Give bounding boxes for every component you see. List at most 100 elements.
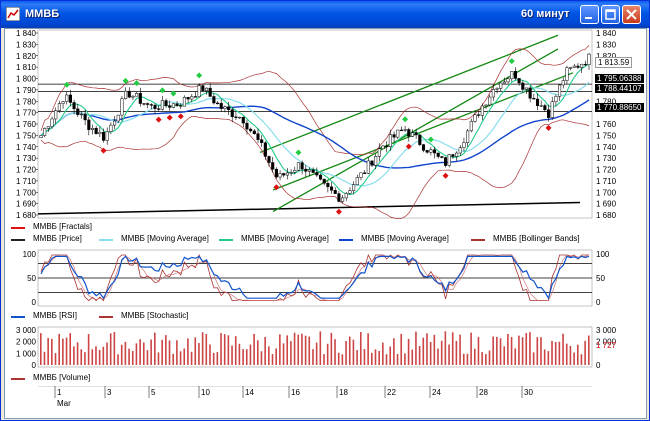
candle-body [227, 106, 231, 110]
candle-body [65, 94, 69, 102]
volume-right-tick-label: 1 727 [596, 341, 617, 350]
volume-right-tick-label: 0 [596, 361, 601, 370]
volume-bar [466, 353, 469, 365]
volume-bar [433, 334, 436, 365]
time-axis: 1 3 5 10 14 16 18 22 24 28 30 Mar [38, 386, 592, 408]
candle-body [432, 149, 437, 154]
candle-body [120, 98, 124, 116]
volume-bar [102, 346, 105, 365]
volume-bar [109, 333, 112, 365]
close-button[interactable] [622, 5, 641, 24]
time-axis-day-label: 22 [387, 388, 396, 397]
volume-bar [150, 339, 152, 365]
fractal-down-marker [273, 184, 280, 191]
candle-body [113, 120, 117, 126]
price-axis-tick-label: 1 770 [16, 109, 37, 118]
volume-tick-label: 3 000 [16, 326, 37, 335]
price-axis-right-tick-label: 1 740 [596, 143, 617, 152]
candle-body [370, 160, 374, 166]
minimize-button[interactable] [580, 5, 599, 24]
volume-tick-label: 1 000 [16, 349, 37, 358]
candle-body [466, 130, 470, 143]
time-axis-day-label: 5 [151, 388, 156, 397]
candle-body [54, 110, 58, 120]
volume-bar [359, 332, 362, 365]
volume-bar [573, 352, 575, 365]
volume-bar [488, 350, 491, 365]
oscillator-chart[interactable]: 100 100 50 50 0 0 [5, 249, 646, 309]
volume-bar [503, 346, 506, 365]
candle-body [212, 96, 216, 104]
volume-bar [323, 354, 325, 365]
candle-body [399, 129, 403, 132]
fractal-down-marker [100, 147, 107, 154]
chart-area[interactable]: 1 840 1 830 1 820 1 810 1 800 1 790 1 780 1 770… [4, 28, 647, 419]
volume-bar [580, 354, 583, 365]
volume-bar [345, 341, 347, 365]
volume-bar [238, 343, 241, 365]
candle-body [535, 98, 540, 106]
title-bar[interactable]: ММВБ 60 минут [1, 1, 649, 28]
candle-body [50, 118, 54, 127]
volume-bar [371, 352, 373, 365]
candle-body [164, 100, 168, 106]
candle-body [157, 108, 161, 110]
volume-bar [451, 332, 454, 365]
candle-body [458, 147, 462, 154]
price-axis-tick-label: 1 730 [16, 154, 37, 163]
candle-body [565, 67, 569, 81]
volume-bar [268, 346, 270, 365]
volume-bar [562, 333, 564, 365]
volume-bar [165, 335, 167, 365]
candle-body [473, 114, 477, 122]
candle-body [142, 103, 146, 105]
volume-bar [190, 351, 193, 365]
candle-body [234, 116, 238, 118]
candle-body [87, 119, 91, 130]
candle-body [429, 149, 433, 153]
price-axis-tick-label: 1 820 [16, 52, 37, 61]
volume-bar [290, 341, 292, 365]
fractal-up-marker [170, 90, 177, 97]
volume-bar [481, 352, 483, 365]
fractal-up-marker [295, 149, 302, 156]
volume-bar [157, 352, 160, 365]
candle-body [315, 172, 319, 176]
bollinger-lower-line [40, 116, 590, 220]
window-title: ММВБ [25, 8, 60, 20]
fractal-down-marker [405, 143, 412, 150]
candle-body [179, 105, 183, 107]
volume-bar [437, 348, 439, 365]
volume-bar [179, 351, 182, 365]
candle-body [215, 102, 220, 105]
volume-bar [279, 334, 281, 365]
candle-body [256, 133, 260, 140]
candle-body [580, 63, 584, 68]
candle-body [521, 82, 525, 90]
volume-bar [40, 333, 42, 365]
volume-bar [62, 338, 64, 365]
maximize-button[interactable] [601, 5, 620, 24]
volume-bar [131, 351, 134, 365]
price-legend-row1: ММВБ [Fractals] [11, 222, 611, 234]
volume-bar [142, 342, 145, 365]
volume-bar [507, 333, 509, 365]
candle-body [363, 172, 367, 174]
fractal-up-marker [63, 81, 70, 88]
candle-body [197, 85, 201, 98]
candle-body [249, 128, 253, 132]
volume-bar [205, 333, 208, 365]
candle-body [359, 172, 363, 178]
volume-bar [422, 337, 425, 365]
volume-bar [389, 346, 391, 365]
candle-body [337, 193, 341, 202]
volume-bar [459, 334, 461, 365]
candle-body [462, 142, 466, 148]
volume-bar [393, 338, 395, 365]
fractal-up-marker [159, 87, 166, 94]
fractal-down-marker [335, 208, 342, 215]
candle-body [76, 108, 80, 115]
fractal-down-marker [166, 114, 173, 121]
